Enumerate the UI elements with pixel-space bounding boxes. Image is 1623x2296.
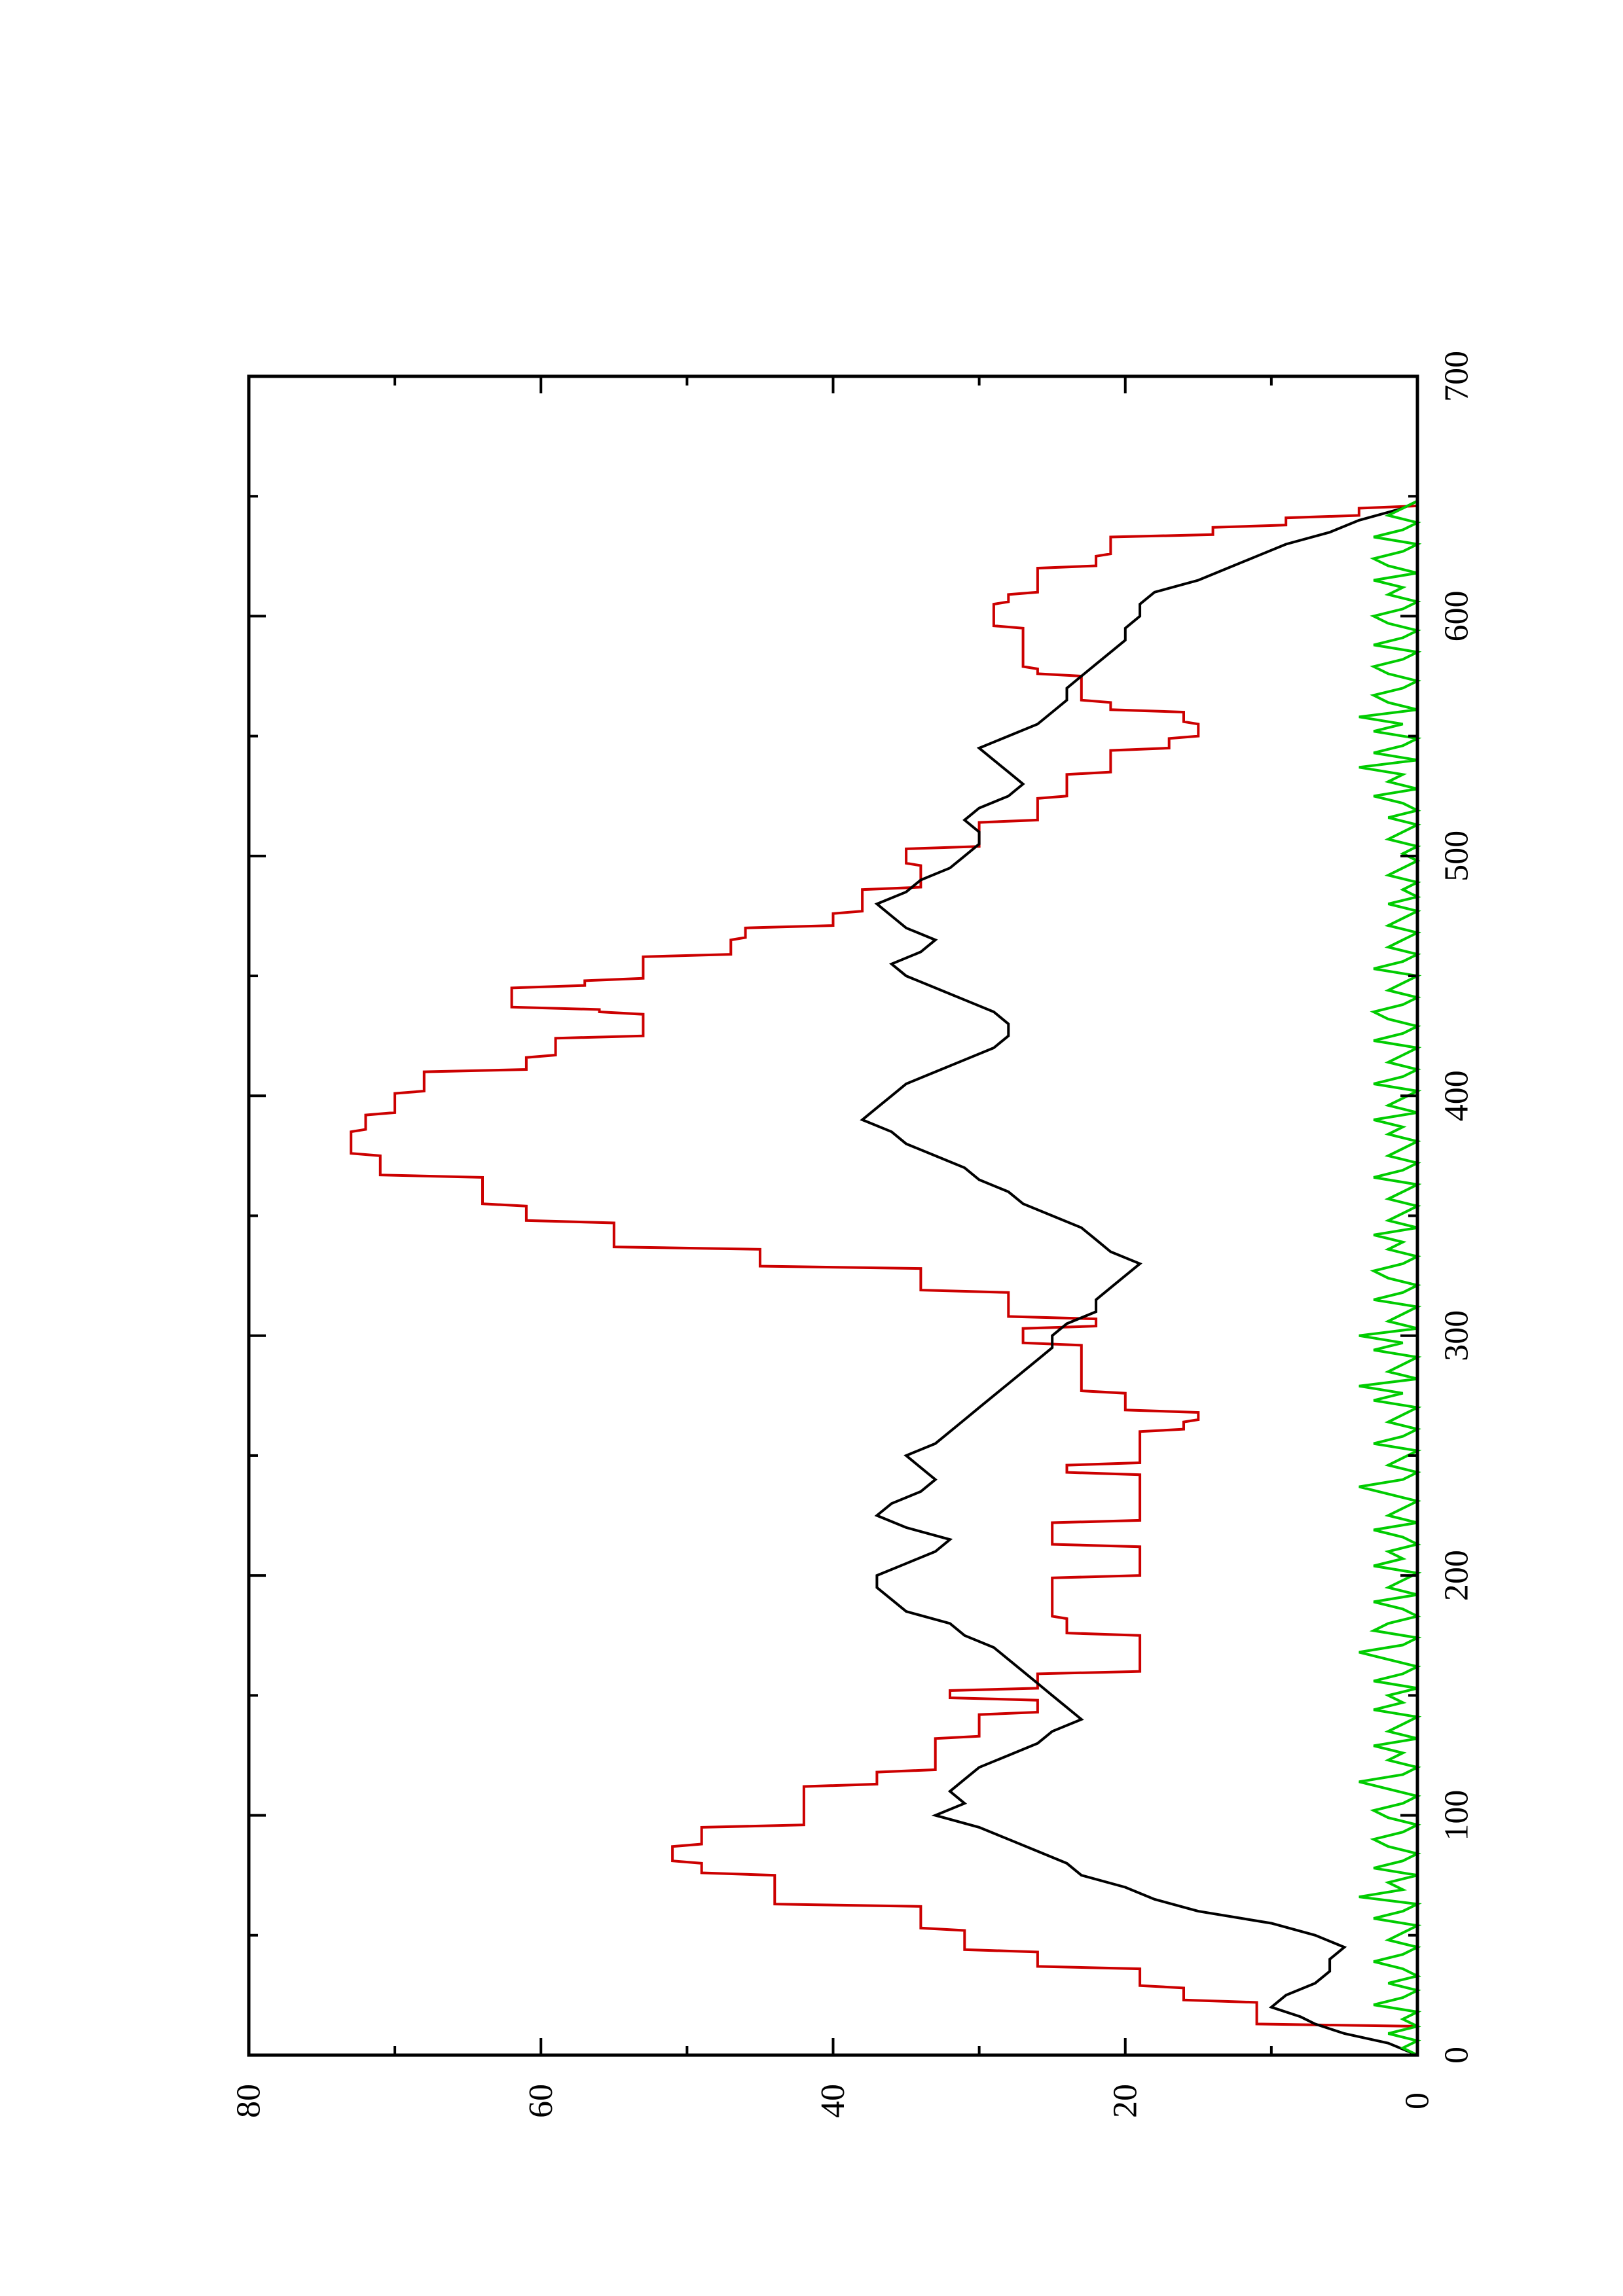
series-line-1	[860, 499, 1418, 2056]
x-tick-label: 100	[1438, 1790, 1476, 1841]
plot-frame	[247, 374, 1419, 2057]
y-tick-label: 80	[230, 2084, 268, 2118]
series-line-0	[350, 504, 1419, 2055]
x-tick-label: 200	[1438, 1550, 1476, 1601]
x-tick-label: 600	[1438, 590, 1476, 641]
y-tick-label: 20	[1106, 2084, 1144, 2118]
y-tick-label: 60	[522, 2084, 560, 2118]
x-tick-label: 400	[1438, 1070, 1476, 1121]
x-tick-label: 0	[1438, 2047, 1476, 2064]
x-tick-label: 300	[1438, 1310, 1476, 1361]
y-tick-label: 0	[1399, 2092, 1436, 2109]
x-tick-label: 700	[1438, 351, 1476, 402]
tick-labels: 0 100 200 300 400 500 600 700 0 20 40 60 80	[230, 351, 1476, 2118]
y-tick-label: 40	[814, 2084, 852, 2118]
x-tick-label: 500	[1438, 831, 1476, 882]
